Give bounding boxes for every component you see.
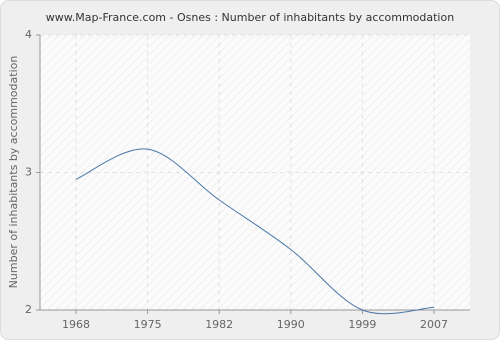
y-tick-label: 2	[25, 303, 32, 316]
x-tick-label: 1968	[62, 318, 90, 331]
y-axis-label: Number of inhabitants by accommodation	[7, 56, 20, 289]
plot: 2 3 4 1968 1975 1982 1990 1999 2007	[25, 28, 470, 331]
y-tick-label: 3	[25, 166, 32, 179]
x-tick-label: 2007	[420, 318, 448, 331]
chart-title: www.Map-France.com - Osnes : Number of i…	[46, 11, 454, 24]
data-line	[75, 148, 435, 315]
x-tick-label: 1990	[277, 318, 305, 331]
x-tick-label: 1982	[205, 318, 233, 331]
plot-area	[40, 35, 470, 310]
x-tick-label: 1975	[134, 318, 162, 331]
y-tick-label: 4	[25, 28, 32, 41]
x-tick-label: 1999	[348, 318, 376, 331]
